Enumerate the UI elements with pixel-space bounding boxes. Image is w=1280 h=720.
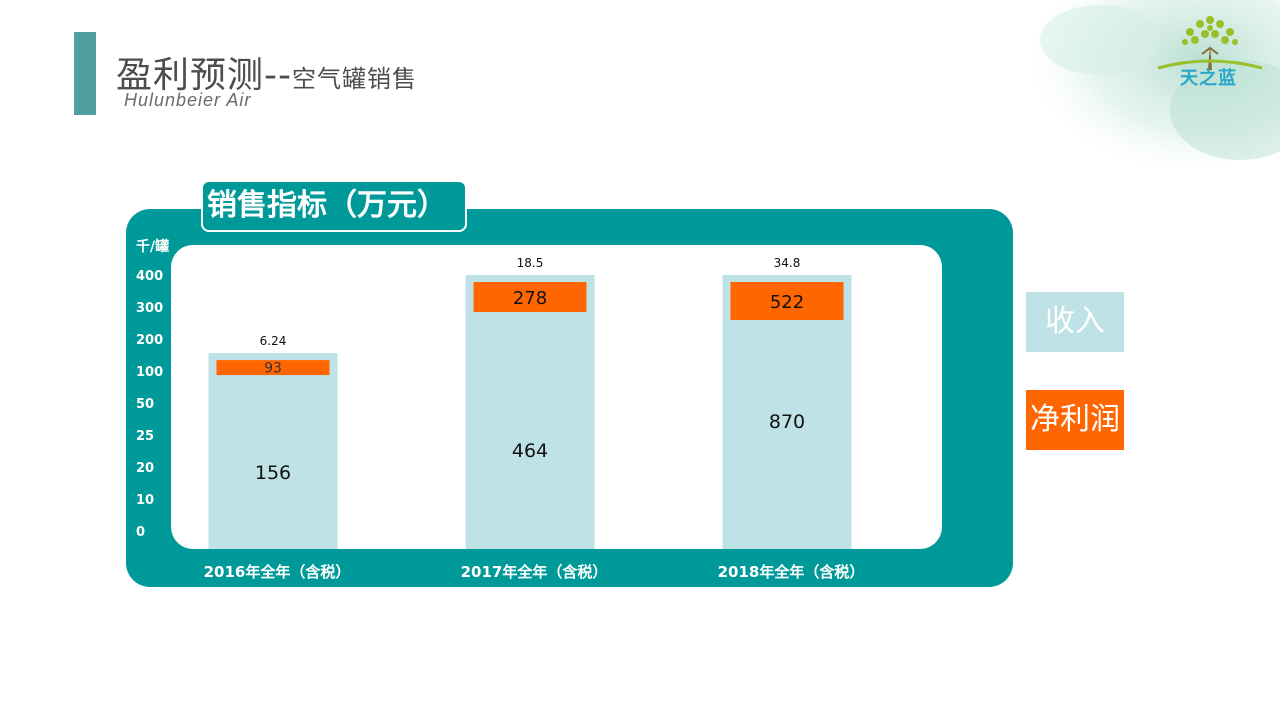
page-subtitle: Hulunbeier Air [124, 90, 252, 110]
revenue-value-label: 870 [769, 411, 805, 433]
legend-revenue: 收入 [1026, 292, 1124, 352]
y-tick-label: 25 [136, 429, 154, 444]
revenue-bar [722, 275, 852, 549]
y-tick-label: 400 [136, 269, 163, 284]
y-tick-label: 0 [136, 525, 145, 540]
x-category-label: 2016年全年（含税） [204, 563, 351, 581]
chart-title: 销售指标（万元） [201, 180, 467, 232]
x-category-label: 2017年全年（含税） [461, 563, 608, 581]
revenue-bar [208, 353, 338, 549]
legend-profit: 净利润 [1026, 390, 1124, 450]
bar-top-label: 18.5 [517, 256, 544, 270]
watercolor-decoration [1020, 0, 1280, 170]
page-title-sub: 空气罐销售 [291, 65, 417, 93]
revenue-bar [465, 275, 595, 549]
page-title-main: 盈利预测-- [116, 55, 292, 96]
brand-logo [1157, 16, 1263, 70]
profit-bar [730, 282, 844, 320]
profit-bar [216, 360, 330, 376]
y-tick-label: 100 [136, 365, 163, 380]
title-accent-bar [74, 32, 96, 115]
y-tick-label: 200 [136, 333, 163, 348]
profit-value-label: 522 [770, 292, 804, 313]
brand-logo-text: 天之蓝 [1180, 68, 1237, 89]
profit-value-label: 93 [264, 361, 282, 377]
y-tick-label: 300 [136, 301, 163, 316]
revenue-value-label: 156 [255, 462, 291, 484]
revenue-value-label: 464 [512, 440, 548, 462]
x-category-label: 2018年全年（含税） [718, 563, 865, 581]
bar-top-label: 34.8 [774, 256, 801, 270]
y-tick-label: 10 [136, 493, 154, 508]
profit-value-label: 278 [513, 288, 547, 309]
page-title: 盈利预测--空气罐销售 [116, 46, 417, 98]
y-tick-label: 50 [136, 397, 154, 412]
profit-bar [473, 282, 587, 312]
y-axis-label: 千/罐 [136, 238, 169, 255]
bar-top-label: 6.24 [260, 334, 287, 348]
y-tick-label: 20 [136, 461, 154, 476]
